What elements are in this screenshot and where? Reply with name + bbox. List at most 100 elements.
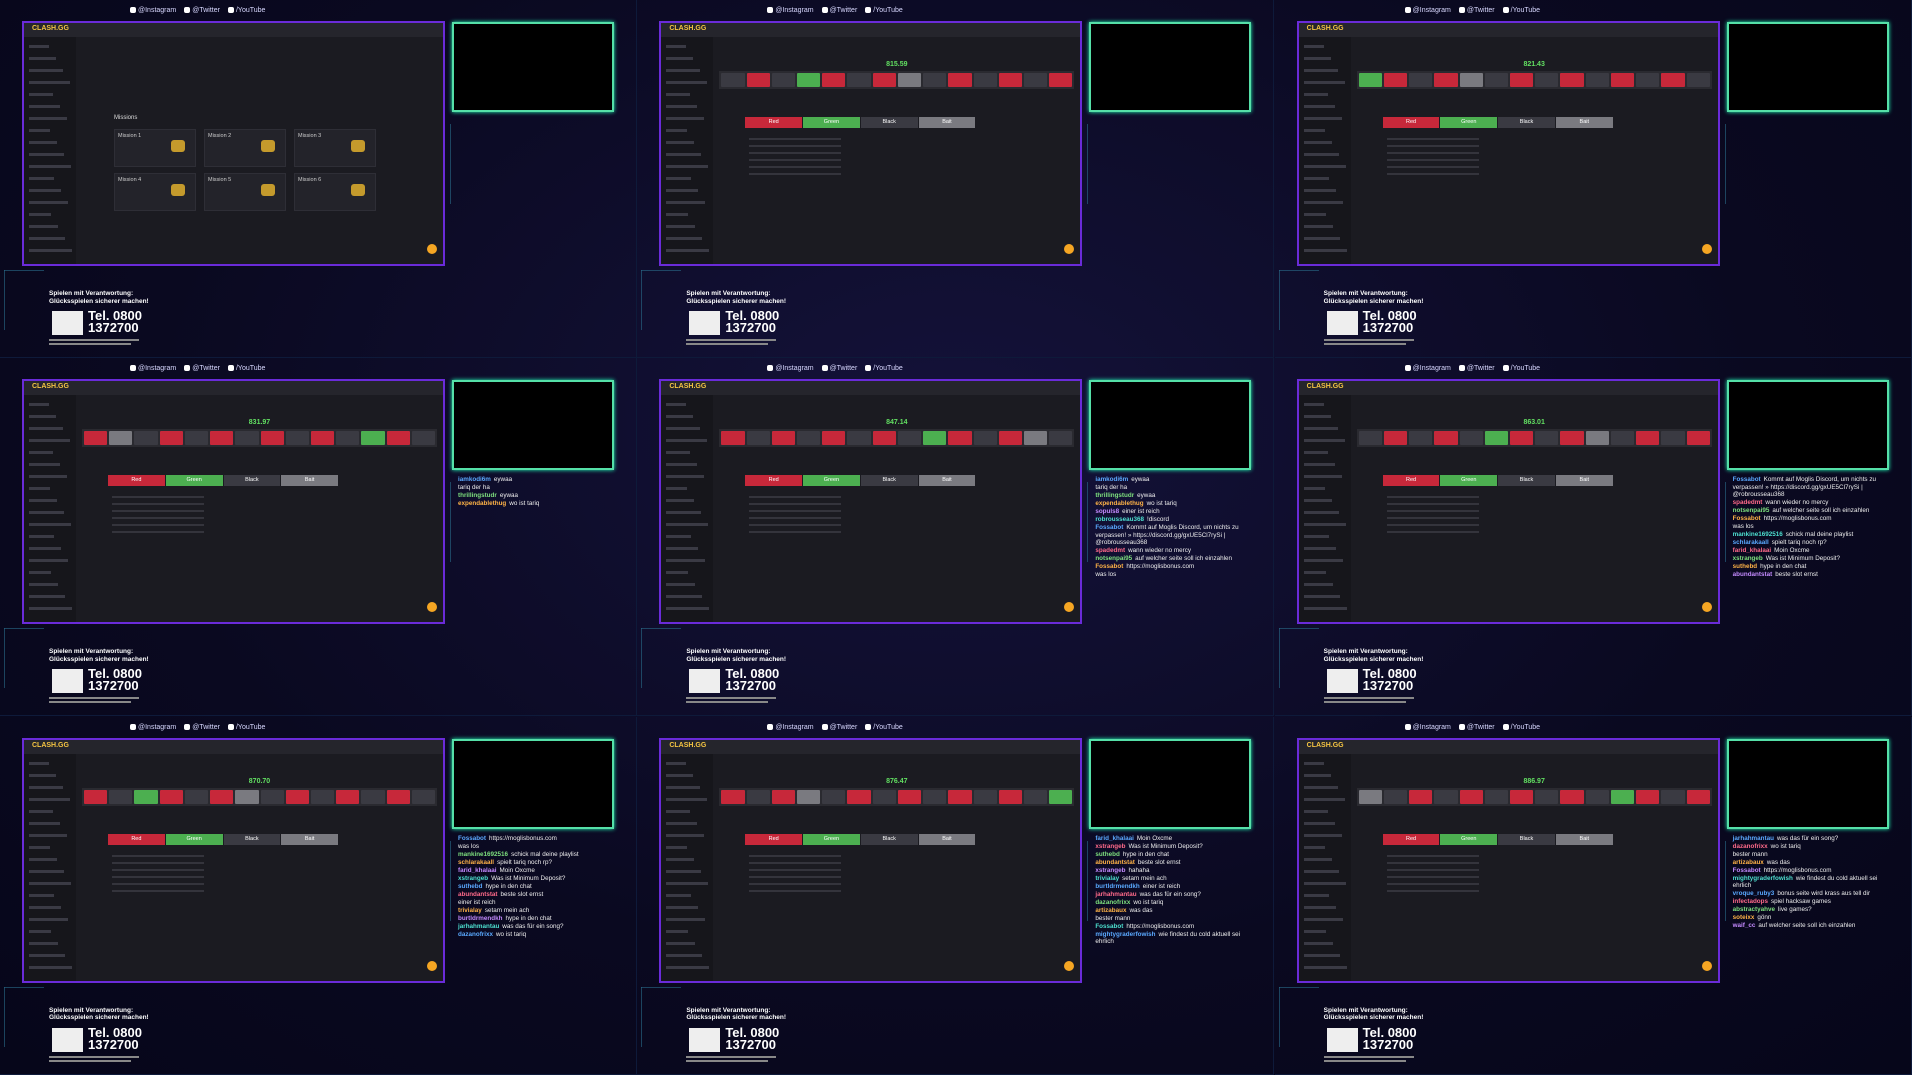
- roulette-square: [361, 789, 385, 804]
- bet-list: [1383, 850, 1613, 897]
- sidebar-row: [666, 439, 708, 443]
- frame-line: [641, 270, 643, 330]
- frame-line: [641, 628, 682, 630]
- chat-text: einer ist reich: [458, 898, 496, 906]
- stream-tile: @Instagram @Twitter/YouTube CLASH.GG 870.70…: [0, 716, 637, 1075]
- sidebar-row: [29, 105, 60, 108]
- frame-line: [1278, 270, 1280, 330]
- sidebar-row: [666, 93, 691, 96]
- sidebar-row: [666, 953, 703, 957]
- roulette-strip: [1356, 429, 1712, 448]
- chat-user: mankine1692516: [458, 850, 509, 858]
- chat-user: schlarakaall: [1732, 539, 1769, 547]
- social-link: /YouTube: [865, 365, 902, 372]
- bet-options: Red Green Black Bait: [1382, 833, 1613, 845]
- notice-text: Spielen mit Verantwortung: Glücksspielen …: [686, 1007, 786, 1022]
- sidebar-row: [666, 905, 699, 909]
- chat-message: xstrangeb Was ist Minimum Deposit?: [1733, 555, 1898, 563]
- roulette-square: [1049, 73, 1073, 87]
- roulette-square: [1049, 789, 1073, 804]
- sidebar-row: [1303, 415, 1331, 419]
- sidebar-row: [29, 893, 54, 897]
- bet-button: Red: [1382, 475, 1440, 487]
- sidebar-row: [29, 427, 63, 431]
- chat-user: xstrangeb: [1095, 866, 1126, 874]
- sidebar-row: [1303, 213, 1326, 216]
- bet-button: Bait: [281, 475, 338, 487]
- roulette-square: [1409, 73, 1433, 87]
- chat-message: waif_cc auf welcher seite soll ich einzah…: [1733, 922, 1898, 930]
- phone-line: 1372700: [1362, 1036, 1414, 1052]
- social-link: @Instagram: [130, 7, 176, 14]
- chat-text: Kommt auf Moglis Discord, um nichts zu v…: [1732, 476, 1876, 499]
- chat-message: expendablethug wo ist tariq: [1095, 500, 1260, 508]
- chat-message: thrillingstudr eywaa: [1095, 492, 1260, 500]
- webcam-frame: [1726, 22, 1889, 112]
- sidebar-row: [1303, 499, 1332, 503]
- game-header: CLASH.GG: [1298, 23, 1718, 37]
- notice-logo: [52, 1027, 83, 1052]
- bet-button: Bait: [918, 833, 976, 845]
- social-link: @Twitter: [1459, 7, 1495, 14]
- round-amount: 847.14: [886, 419, 908, 427]
- chat-message: bester mann: [1733, 851, 1898, 859]
- notice-phone: Tel. 0800 1372700: [88, 667, 142, 692]
- chat-user: abundantstat: [1095, 858, 1135, 866]
- notice-phone: Tel. 0800 1372700: [1363, 309, 1417, 334]
- sidebar-row: [29, 415, 56, 419]
- chat-text: hype in den chat: [1122, 850, 1170, 858]
- sidebar-row: [666, 595, 703, 599]
- bet-button: Bait: [1555, 475, 1613, 487]
- sidebar-row: [1303, 129, 1325, 132]
- bet-button: Green: [1440, 833, 1498, 845]
- sidebar-row: [29, 917, 68, 921]
- sidebar-row: [666, 129, 688, 132]
- phone-line: Tel. 0800: [1362, 666, 1417, 682]
- sidebar-row: [666, 225, 696, 228]
- sidebar-row: [1303, 607, 1347, 611]
- bet-button: Red: [745, 117, 803, 128]
- chat-user: abundantstat: [1732, 571, 1773, 579]
- chat-text: was das für ein song?: [502, 922, 564, 930]
- chat-text: hype in den chat: [485, 882, 532, 890]
- sidebar-row: [1303, 141, 1332, 144]
- bet-row: [112, 875, 204, 878]
- sidebar-row: [29, 451, 53, 455]
- sidebar-row: [29, 881, 71, 885]
- sidebar-row: [666, 463, 698, 467]
- roulette-square: [948, 431, 972, 446]
- bet-row: [749, 159, 842, 161]
- bet-button: Bait: [1555, 833, 1613, 845]
- sidebar-row: [29, 809, 53, 813]
- chat-text: was das für ein song?: [1776, 834, 1839, 842]
- social-link: @Twitter: [184, 724, 220, 731]
- roulette-square: [159, 431, 183, 446]
- fine-print: [686, 1055, 777, 1058]
- game-screen: CLASH.GG 870.70 Red Green Black Bait: [22, 737, 445, 983]
- notice-text: Spielen mit Verantwortung: Glücksspielen …: [1324, 648, 1424, 663]
- sidebar-row: [1303, 427, 1338, 431]
- sidebar-row: [29, 69, 63, 72]
- sidebar-row: [666, 559, 706, 563]
- round-amount: 831.97: [248, 419, 271, 427]
- sidebar-row: [666, 571, 689, 575]
- bet-row: [112, 510, 204, 513]
- chat-message: vroque_ruby3 bonus seite wird krass aus t…: [1733, 890, 1898, 898]
- sidebar-row: [29, 117, 67, 120]
- notice-text: Spielen mit Verantwortung: Glücksspielen …: [49, 648, 149, 663]
- sidebar-row: [29, 941, 58, 945]
- frame-line: [641, 986, 682, 988]
- chat-message: was los: [1733, 523, 1898, 531]
- chat-user: infectadops: [1732, 898, 1768, 906]
- bet-row: [1386, 517, 1479, 520]
- chat-message: suthebd hype in den chat: [1095, 851, 1260, 859]
- social-link: /YouTube: [228, 365, 265, 372]
- roulette-square: [1509, 431, 1534, 446]
- chat-user: robrousseau368: [1095, 516, 1144, 524]
- chat-message: spadedmt wann wieder no mercy: [1095, 547, 1260, 555]
- notice-text: Spielen mit Verantwortung: Glücksspielen …: [49, 290, 149, 305]
- sidebar-row: [29, 499, 57, 503]
- frame-line: [641, 986, 643, 1047]
- chat-text: setam mein ach: [484, 906, 530, 914]
- roulette-square: [1560, 73, 1584, 87]
